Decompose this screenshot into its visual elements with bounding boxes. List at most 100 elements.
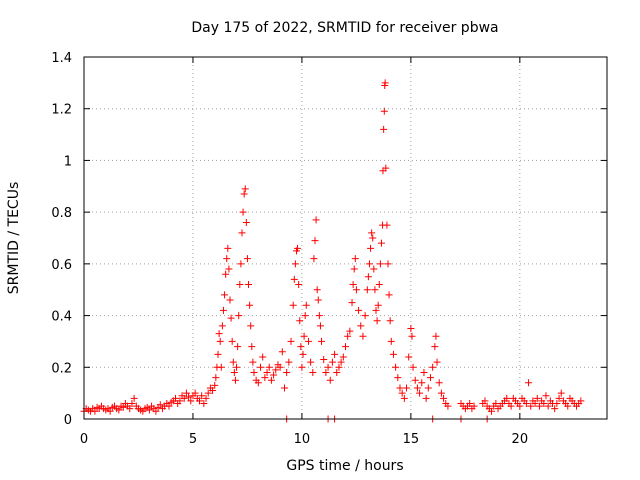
data-point	[564, 402, 572, 410]
data-point	[152, 407, 160, 415]
data-point	[310, 255, 318, 263]
data-point	[240, 190, 248, 198]
data-point	[311, 237, 319, 245]
data-point	[372, 306, 380, 314]
data-point	[172, 394, 180, 402]
x-tick-label: 5	[189, 432, 197, 447]
data-point	[259, 353, 267, 361]
data-point	[299, 350, 307, 358]
data-point	[348, 299, 356, 307]
data-point	[337, 358, 345, 366]
data-point	[313, 286, 321, 294]
data-point	[165, 402, 173, 410]
data-point	[555, 394, 563, 402]
data-point	[344, 332, 352, 340]
data-point	[431, 343, 439, 351]
data-point	[398, 389, 406, 397]
data-point	[435, 379, 443, 387]
data-point	[333, 368, 341, 376]
data-point	[373, 317, 381, 325]
data-point	[355, 306, 363, 314]
y-tick-label: 0.2	[51, 361, 72, 376]
plot-border	[83, 56, 608, 420]
data-point	[385, 291, 393, 299]
data-point	[380, 125, 388, 133]
data-point	[488, 407, 496, 415]
data-point	[219, 306, 227, 314]
data-point	[335, 363, 343, 371]
data-point	[407, 325, 415, 332]
x-tick-label: 15	[403, 432, 420, 447]
data-point	[315, 312, 323, 320]
data-point	[531, 399, 539, 407]
data-point	[409, 363, 417, 371]
y-tick-label: 0.8	[51, 206, 72, 221]
data-point	[257, 363, 265, 371]
data-point	[369, 234, 377, 242]
data-point	[433, 358, 441, 366]
data-point	[304, 337, 312, 345]
data-point	[119, 403, 127, 411]
data-point	[185, 393, 193, 401]
data-point	[300, 332, 308, 340]
data-point	[176, 397, 184, 405]
data-point	[231, 376, 239, 384]
x-tick-label: 0	[80, 432, 88, 447]
data-point	[145, 406, 153, 414]
data-point	[363, 286, 371, 294]
data-point	[91, 407, 99, 415]
y-tick-label: 0.4	[51, 310, 72, 325]
data-point	[263, 368, 271, 376]
data-point	[191, 389, 199, 397]
data-point	[432, 332, 440, 340]
data-point	[267, 376, 275, 384]
data-point	[227, 314, 235, 322]
data-point	[276, 363, 284, 371]
data-point	[540, 399, 548, 407]
data-point	[216, 337, 224, 345]
data-point	[405, 353, 413, 361]
data-point	[522, 399, 530, 407]
data-point	[230, 368, 238, 376]
data-point	[380, 107, 388, 115]
data-point	[291, 260, 299, 268]
data-point	[367, 244, 375, 252]
data-point	[272, 366, 280, 374]
data-point	[370, 265, 378, 273]
data-point	[551, 405, 559, 413]
data-point	[368, 229, 376, 237]
data-point	[411, 376, 419, 384]
data-point	[324, 363, 332, 371]
data-point	[222, 270, 230, 278]
data-point	[349, 281, 357, 289]
data-point	[249, 358, 257, 366]
data-point	[225, 265, 233, 273]
data-point	[364, 273, 372, 281]
data-point	[426, 374, 434, 382]
x-tick-label: 10	[294, 432, 311, 447]
data-point	[371, 286, 379, 294]
data-point	[318, 337, 326, 345]
data-point	[377, 239, 385, 247]
data-point	[392, 363, 400, 371]
data-point	[211, 381, 219, 389]
data-point	[503, 394, 511, 402]
data-point	[295, 281, 303, 289]
data-point	[200, 399, 208, 407]
data-point	[297, 343, 305, 351]
data-point	[418, 379, 426, 387]
data-point	[331, 350, 339, 358]
data-point	[223, 255, 231, 263]
data-point	[233, 363, 241, 371]
data-point	[115, 406, 123, 414]
data-point	[248, 343, 256, 351]
data-point	[386, 317, 394, 325]
data-point	[374, 301, 382, 309]
data-point	[527, 402, 535, 410]
data-point	[128, 399, 136, 407]
data-point	[507, 402, 515, 410]
data-point	[214, 350, 222, 358]
data-point	[243, 255, 251, 263]
data-point	[365, 260, 373, 268]
x-axis-label: GPS time / hours	[286, 458, 403, 474]
